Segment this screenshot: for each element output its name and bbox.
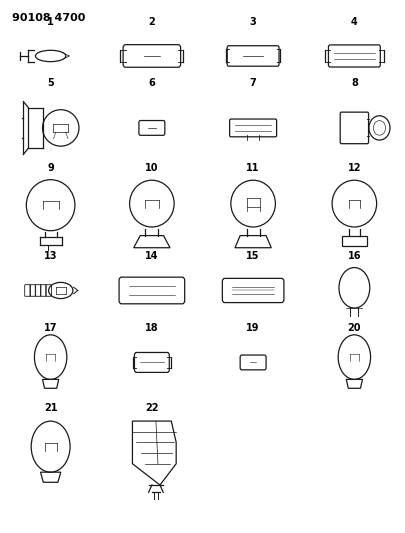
Text: 6: 6 [149, 78, 155, 88]
Text: 5: 5 [47, 78, 54, 88]
Text: 4: 4 [351, 17, 358, 27]
Text: 22: 22 [145, 403, 159, 413]
Text: 11: 11 [246, 163, 260, 173]
Text: 3: 3 [250, 17, 256, 27]
Text: 15: 15 [246, 251, 260, 261]
Text: 19: 19 [246, 323, 260, 333]
Text: 16: 16 [347, 251, 361, 261]
Text: 13: 13 [44, 251, 58, 261]
Text: 20: 20 [347, 323, 361, 333]
Text: 21: 21 [44, 403, 58, 413]
Text: 1: 1 [47, 17, 54, 27]
Text: 8: 8 [351, 78, 358, 88]
Text: 90108 4700: 90108 4700 [12, 13, 85, 23]
Text: 18: 18 [145, 323, 159, 333]
Text: 17: 17 [44, 323, 58, 333]
Text: 12: 12 [347, 163, 361, 173]
Text: 10: 10 [145, 163, 159, 173]
Text: 14: 14 [145, 251, 159, 261]
Text: 2: 2 [149, 17, 155, 27]
Text: 9: 9 [47, 163, 54, 173]
Text: 7: 7 [250, 78, 256, 88]
